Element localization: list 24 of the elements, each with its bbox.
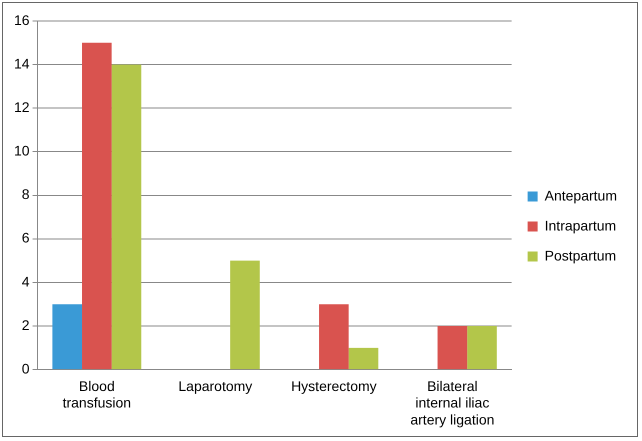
x-tick-label: Hysterectomy — [291, 378, 377, 394]
bar — [319, 304, 349, 370]
legend-label: Antepartum — [544, 187, 618, 204]
x-tick-label: Laparotomy — [178, 378, 252, 394]
y-tick-label: 6 — [22, 230, 30, 246]
y-tick-label: 12 — [14, 99, 30, 116]
legend-label: Intrapartum — [544, 217, 616, 234]
x-tick-label: Bilateral internal iliac artery ligation — [410, 378, 494, 428]
bar — [82, 42, 112, 370]
legend-label: Postpartum — [544, 247, 616, 264]
x-tick-label: Blood transfusion — [62, 378, 132, 411]
bar — [348, 348, 378, 370]
y-tick-label: 0 — [22, 360, 30, 376]
bar — [112, 64, 142, 370]
y-tick-label: 2 — [22, 316, 30, 333]
y-tick-label: 10 — [14, 142, 30, 159]
y-tick-label: 14 — [14, 55, 30, 72]
bar — [230, 260, 260, 370]
y-tick-label: 4 — [22, 273, 30, 290]
bar — [467, 326, 497, 370]
bar — [52, 304, 82, 370]
y-tick-label: 8 — [22, 186, 30, 202]
bar — [438, 326, 468, 370]
y-tick-label: 16 — [14, 12, 30, 28]
